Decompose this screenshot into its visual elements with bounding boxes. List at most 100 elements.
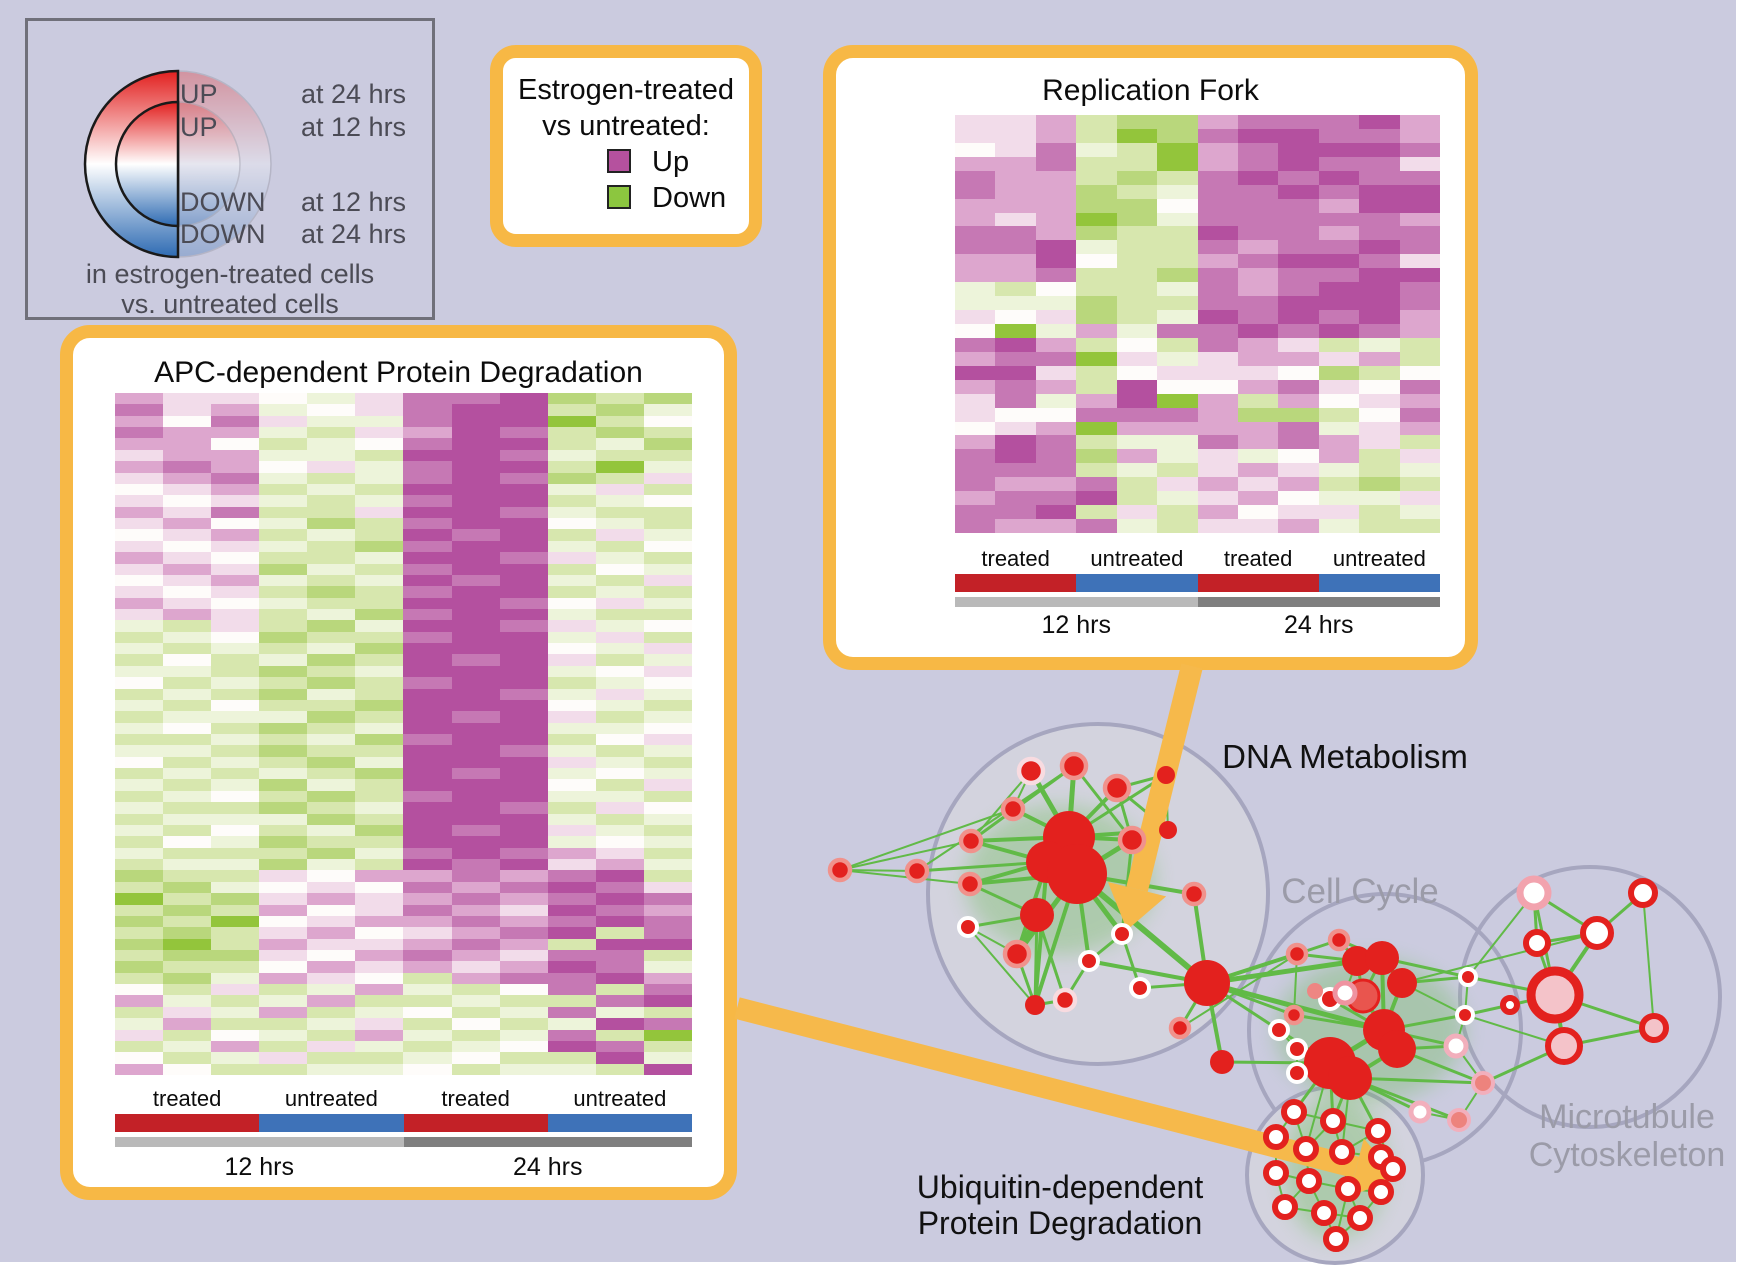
heatmap-cell xyxy=(1116,115,1158,129)
heatmap-cell xyxy=(1359,212,1400,227)
heatmap-cell xyxy=(115,1040,164,1053)
heatmap-cell xyxy=(163,643,212,655)
heatmap-cell xyxy=(1197,226,1238,241)
heatmap-cell xyxy=(1359,519,1400,533)
heatmap-cell xyxy=(163,961,212,973)
heatmap-cell xyxy=(163,529,212,541)
heatmap-cell xyxy=(403,540,452,553)
heatmap-cell xyxy=(1359,421,1400,436)
heatmap-cell xyxy=(403,438,452,450)
heatmap-cell xyxy=(115,870,164,882)
heatmap-cell xyxy=(547,472,596,484)
scale-caption-line2: vs. untreated cells xyxy=(121,289,339,319)
heatmap-cell xyxy=(355,427,404,439)
heatmap-cell xyxy=(355,597,404,609)
heatmap-cell xyxy=(307,1018,356,1030)
heatmap-cell xyxy=(451,984,500,996)
heatmap-cell xyxy=(307,893,356,905)
heatmap-cell xyxy=(115,904,164,916)
heatmap-cell xyxy=(499,711,548,723)
heatmap-cell xyxy=(403,1040,452,1053)
heatmap-cell xyxy=(115,552,164,564)
heatmap-cell xyxy=(499,722,548,734)
heatmap-cell xyxy=(643,529,692,541)
gene-node xyxy=(1210,1050,1234,1074)
heatmap-cell xyxy=(955,365,996,380)
heatmap-cell xyxy=(1278,115,1319,129)
heatmap-cell xyxy=(595,529,644,541)
heatmap-cell xyxy=(355,472,404,484)
heatmap-cell xyxy=(163,972,212,985)
heatmap-cell xyxy=(547,779,596,791)
group-label: untreated xyxy=(573,1086,667,1111)
heatmap-cell xyxy=(259,677,308,689)
heatmap-cell xyxy=(547,529,596,541)
gene-node xyxy=(1283,1004,1305,1026)
annotation-arrow-head xyxy=(1107,882,1167,930)
heatmap-cell xyxy=(451,824,500,837)
heatmap-cell xyxy=(211,756,260,769)
heatmap-cell xyxy=(403,631,452,644)
heatmap-cell xyxy=(499,552,548,564)
heatmap-cell xyxy=(499,597,548,609)
heatmap-cell xyxy=(355,529,404,541)
heatmap-cell xyxy=(259,1029,308,1041)
heatmap-cell xyxy=(1197,142,1238,157)
heatmap-cell xyxy=(1116,282,1158,297)
heatmap-cell xyxy=(163,802,212,814)
heatmap-cell xyxy=(307,574,356,587)
heatmap-cell xyxy=(307,756,356,769)
gene-node xyxy=(1335,1176,1361,1202)
heatmap-cell xyxy=(451,961,500,973)
heatmap-cell xyxy=(1399,407,1440,422)
heatmap-cell xyxy=(1116,365,1158,380)
heatmap-cell xyxy=(163,415,212,428)
cluster-label-ubiquitin-dependent-protein-degradation: Ubiquitin-dependent xyxy=(917,1169,1204,1205)
heatmap-cell xyxy=(403,768,452,780)
heatmap-cell xyxy=(1318,115,1360,129)
heatmap-cell xyxy=(1076,365,1117,380)
heatmap-cell xyxy=(115,756,164,769)
gene-node xyxy=(1307,983,1323,999)
heatmap-cell xyxy=(499,483,548,496)
heatmap-cell xyxy=(211,984,260,996)
heatmap-cell xyxy=(1278,282,1319,297)
heatmap-cell xyxy=(259,995,308,1007)
heatmap-cell xyxy=(1035,240,1077,255)
heatmap-cell xyxy=(1197,282,1238,297)
heatmap-cell xyxy=(1197,337,1238,352)
heatmap-cell xyxy=(163,949,212,962)
heatmap-cell xyxy=(403,506,452,519)
heatmap-cell xyxy=(355,802,404,814)
heatmap-cell xyxy=(499,643,548,655)
gene-node xyxy=(1263,1124,1289,1150)
heatmap-cell xyxy=(595,483,644,496)
heatmap-cell xyxy=(547,1029,596,1041)
heatmap-cell xyxy=(547,449,596,462)
heatmap-cell xyxy=(307,1063,356,1075)
heatmap-cell xyxy=(499,438,548,450)
heatmap-cell xyxy=(163,688,212,700)
heatmap-cell xyxy=(1237,324,1279,338)
heatmap-cell xyxy=(163,449,212,462)
heatmap-cell xyxy=(1278,198,1319,213)
heatmap-cell xyxy=(995,240,1036,255)
heatmap-cell xyxy=(499,540,548,553)
network-edge xyxy=(916,765,1075,872)
heatmap-cell xyxy=(1237,296,1279,311)
heatmap-cell xyxy=(499,893,548,905)
heatmap-cell xyxy=(955,393,996,408)
heatmap-cell xyxy=(595,1006,644,1019)
heatmap-cell xyxy=(259,699,308,712)
time-label: 24 hrs xyxy=(513,1153,583,1181)
heatmap-cell xyxy=(115,768,164,780)
heatmap-cell xyxy=(955,156,996,171)
heatmap-cell xyxy=(499,449,548,462)
heatmap-cell xyxy=(115,1018,164,1030)
heatmap-cell xyxy=(307,449,356,462)
heatmap-cell xyxy=(1237,379,1279,394)
heatmap-cell xyxy=(499,506,548,519)
heatmap-cell xyxy=(1157,393,1198,408)
heatmap-cell xyxy=(211,563,260,575)
heatmap-cell xyxy=(259,1006,308,1019)
